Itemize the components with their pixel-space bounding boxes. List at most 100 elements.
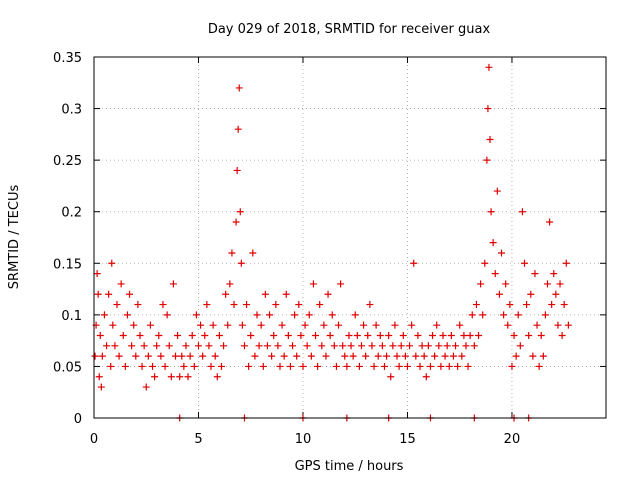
data-point — [537, 331, 545, 339]
data-point — [211, 352, 219, 360]
data-point — [556, 280, 564, 288]
data-point — [117, 280, 125, 288]
data-point — [533, 321, 541, 329]
data-point — [387, 373, 395, 381]
data-point — [253, 311, 261, 319]
data-point — [237, 259, 245, 267]
data-point — [475, 331, 483, 339]
data-point — [328, 311, 336, 319]
data-point — [355, 362, 363, 370]
data-point — [429, 331, 437, 339]
data-point — [132, 352, 140, 360]
data-point — [299, 362, 307, 370]
data-point — [197, 321, 205, 329]
data-point — [525, 331, 533, 339]
data-point — [516, 342, 524, 350]
data-point — [489, 239, 497, 247]
data-point — [541, 311, 549, 319]
x-tick-label: 5 — [194, 432, 202, 447]
data-point — [268, 352, 276, 360]
data-point — [546, 218, 554, 226]
data-point — [422, 373, 430, 381]
data-point — [458, 352, 466, 360]
data-point — [357, 342, 365, 350]
data-point — [562, 259, 570, 267]
data-point — [97, 383, 105, 391]
data-point — [136, 331, 144, 339]
data-point — [506, 301, 514, 309]
data-point — [257, 321, 265, 329]
data-point — [199, 352, 207, 360]
data-point — [431, 352, 439, 360]
data-point — [366, 301, 374, 309]
data-point — [192, 311, 200, 319]
data-point — [437, 362, 445, 370]
data-point — [353, 331, 361, 339]
data-point — [324, 290, 332, 298]
data-point — [441, 352, 449, 360]
data-point — [472, 301, 480, 309]
data-point — [305, 311, 313, 319]
data-point — [479, 311, 487, 319]
data-point — [485, 63, 493, 71]
data-point — [456, 321, 464, 329]
data-point — [452, 342, 460, 350]
plot-frame — [93, 56, 607, 419]
data-point — [424, 342, 432, 350]
data-point — [215, 331, 223, 339]
data-point — [454, 362, 462, 370]
data-point — [161, 362, 169, 370]
data-point — [205, 342, 213, 350]
data-point — [172, 352, 180, 360]
data-point — [529, 352, 537, 360]
data-point — [224, 321, 232, 329]
data-point — [142, 383, 150, 391]
data-point — [483, 156, 491, 164]
axis-ticks — [93, 56, 606, 419]
data-point — [100, 311, 108, 319]
y-axis-title: SRMTID / TECUs — [7, 185, 22, 290]
data-point — [380, 362, 388, 370]
data-point — [460, 331, 468, 339]
data-point — [364, 331, 372, 339]
data-point — [560, 301, 568, 309]
data-point — [236, 208, 244, 216]
data-point — [234, 125, 242, 133]
data-point — [93, 270, 101, 278]
data-point — [314, 362, 322, 370]
data-point — [184, 373, 192, 381]
tick-labels: 0 0.05 0.1 0.15 0.2 0.25 0.3 0.35 0 5 10 15 20 — [53, 51, 520, 447]
data-point — [393, 352, 401, 360]
data-point — [149, 362, 157, 370]
data-point — [167, 373, 175, 381]
y-tick-label: 0.35 — [53, 51, 82, 66]
x-tick-label: 15 — [399, 432, 416, 447]
data-point — [552, 290, 560, 298]
data-point — [301, 321, 309, 329]
data-point — [207, 362, 215, 370]
data-point — [115, 352, 123, 360]
data-point — [378, 342, 386, 350]
data-point — [291, 311, 299, 319]
data-point — [169, 280, 177, 288]
data-point — [280, 352, 288, 360]
y-tick-label: 0.05 — [53, 360, 82, 375]
data-point — [180, 362, 188, 370]
data-point — [349, 352, 357, 360]
data-point — [504, 321, 512, 329]
data-point — [119, 331, 127, 339]
data-point — [486, 136, 494, 144]
data-point — [332, 362, 340, 370]
data-point — [220, 342, 228, 350]
x-tick-label: 0 — [90, 432, 98, 447]
data-point — [123, 311, 131, 319]
data-point — [318, 342, 326, 350]
data-point — [548, 301, 556, 309]
data-point — [91, 352, 99, 360]
data-point — [495, 290, 503, 298]
data-point — [468, 311, 476, 319]
y-tick-label: 0 — [74, 412, 82, 427]
data-point — [303, 342, 311, 350]
data-point — [282, 290, 290, 298]
data-point — [414, 331, 422, 339]
